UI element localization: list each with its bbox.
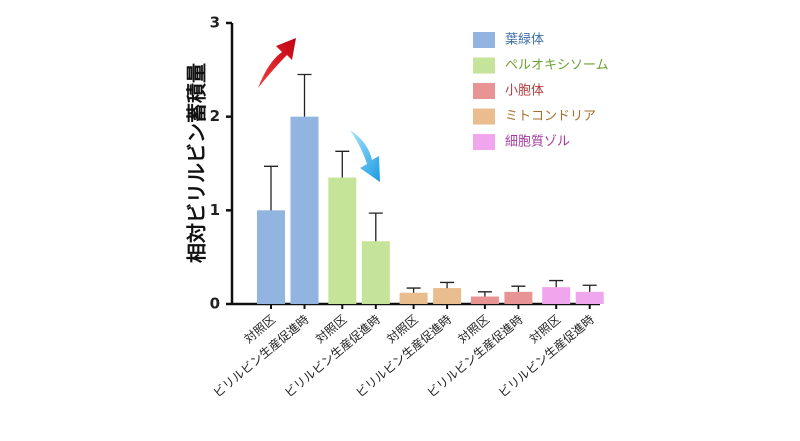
error-bar [582,284,597,292]
bar [433,288,462,304]
error-bar [368,212,383,242]
up-arrow [258,38,296,88]
bar [361,241,390,304]
legend-label: ペルオキシソーム [505,58,609,73]
bar [504,291,533,304]
down-arrow [350,130,380,182]
error-bar [297,73,312,117]
error-bar [406,287,421,293]
bar [399,292,428,304]
error-bar [335,150,350,178]
legend-swatch [473,108,495,125]
y-axis-title: 相対ビリルビン蓄積量 [185,63,209,263]
bar [328,177,357,304]
bar [470,296,499,304]
y-tick-label: 2 [210,107,220,125]
error-bar [549,279,564,288]
bar [290,116,319,305]
error-bar [511,285,526,292]
legend-swatch [473,57,495,74]
y-tick-label: 0 [210,295,220,313]
error-bar [477,291,492,297]
error-bar [264,165,278,211]
bar [542,287,571,304]
y-tick-label: 3 [210,14,220,32]
bar [575,291,604,304]
legend-label: 葉緑体 [505,33,544,48]
error-bar [440,281,455,289]
legend-label: 小胞体 [505,84,544,99]
legend-swatch [473,134,495,150]
legend-swatch [473,83,495,99]
bar [257,210,285,304]
y-tick-label: 1 [210,201,220,219]
legend-label: ミトコンドリア [505,109,596,124]
legend-swatch [473,32,495,48]
legend-label: 細胞質ゾル [505,135,570,150]
